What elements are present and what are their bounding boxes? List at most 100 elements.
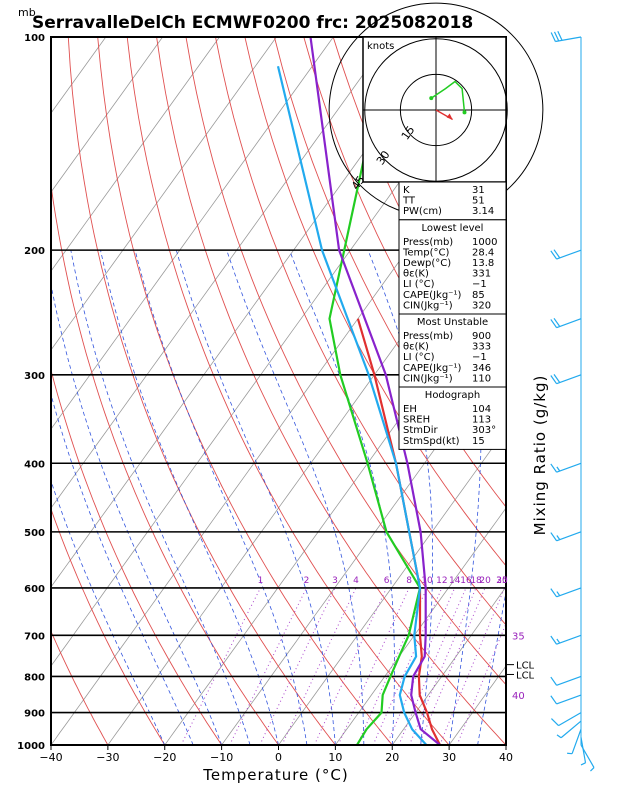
dry-adiabat: [215, 37, 506, 626]
mixing-ratio-line: [259, 587, 336, 745]
isotherm: [391, 586, 506, 745]
index-name: CIN(Jkg⁻¹): [403, 300, 453, 311]
moist-adiabat: [70, 250, 251, 745]
pressure-tick-label: 700: [24, 631, 45, 642]
wind-barb: [550, 694, 582, 705]
index-name: StmSpd(kt): [403, 436, 460, 447]
index-name: SREH: [403, 415, 430, 426]
wind-barb: [550, 531, 582, 542]
isotherm: [278, 428, 506, 745]
isotherm: [51, 37, 448, 588]
x-tick-label: −30: [96, 751, 119, 764]
x-tick-label: −10: [210, 751, 233, 764]
isotherm: [335, 507, 506, 745]
index-name: EH: [403, 404, 417, 415]
index-value: 85: [472, 290, 485, 301]
mixing-ratio-label: 10: [421, 576, 433, 586]
x-tick-label: 10: [328, 751, 342, 764]
chart-title: SerravalleDelCh ECMWF0200 frc: 202508201…: [32, 13, 473, 33]
index-value: 13.8: [472, 258, 494, 269]
mixing-ratio-label: 20: [479, 576, 491, 586]
wind-barb: [550, 31, 582, 43]
index-name: θε(K): [403, 342, 429, 353]
wind-barb: [550, 634, 582, 645]
wind-barb: [550, 587, 582, 598]
moist-adiabat: [51, 283, 222, 745]
hodograph-trace: [430, 80, 466, 113]
x-tick-label: 30: [442, 751, 456, 764]
index-name: Dewp(°C): [403, 258, 451, 269]
index-name: CAPE(Jkg⁻¹): [403, 363, 461, 374]
mixing-ratio-label: 16: [460, 576, 472, 586]
index-value: 320: [472, 300, 491, 311]
unit-top: mb: [18, 6, 36, 19]
index-value: 51: [472, 196, 485, 207]
indices-box: [398, 181, 507, 221]
pressure-tick-label: 100: [24, 33, 45, 44]
index-name: CIN(Jkg⁻¹): [403, 373, 453, 384]
isotherm: [51, 37, 107, 114]
mixing-ratio-label: 6: [384, 576, 390, 586]
index-name: Temp(°C): [402, 247, 450, 258]
mixing-ratio-line: [456, 622, 506, 745]
x-tick-label: 0: [275, 751, 282, 764]
wind-barb: [580, 737, 587, 766]
index-value: 1000: [472, 237, 497, 248]
index-value: 113: [472, 415, 491, 426]
index-name: Press(mb): [403, 331, 453, 342]
x-tick-label: 40: [499, 751, 513, 764]
index-value: 331: [472, 269, 491, 280]
index-value: 303°: [472, 425, 496, 436]
hodograph-point: [429, 96, 434, 101]
wind-barb: [550, 712, 582, 727]
profile-parcel: [309, 37, 441, 745]
mixing-ratio-label: 30: [496, 576, 508, 586]
index-name: LI (°C): [403, 352, 435, 363]
moist-adiabat: [51, 393, 194, 745]
mixing-ratio-line: [372, 587, 443, 745]
index-value: 31: [472, 185, 485, 196]
theta-e-label: 40: [512, 691, 525, 702]
wind-barbs: [550, 31, 595, 772]
mixing-ratio-line: [281, 587, 357, 745]
mixing-ratio-label: 14: [449, 576, 461, 586]
indices-box-title: Lowest level: [422, 223, 484, 234]
indices-box-title: Most Unstable: [417, 317, 488, 328]
pressure-tick-label: 500: [24, 528, 45, 539]
hodograph-unit: knots: [367, 41, 394, 52]
pressure-tick-label: 900: [24, 709, 45, 720]
isotherm: [448, 665, 506, 745]
dry-adiabat: [273, 37, 506, 508]
isotherm: [51, 37, 505, 667]
index-value: −1: [472, 279, 487, 290]
wind-barb: [556, 720, 582, 739]
index-value: 3.14: [472, 206, 494, 217]
storm-motion-arrowhead: [446, 113, 453, 120]
wind-barb: [550, 374, 582, 385]
index-value: 110: [472, 373, 491, 384]
dry-adiabat: [126, 37, 450, 745]
mixing-ratio-label: 2: [304, 576, 310, 586]
moist-adiabat: [175, 249, 336, 745]
index-name: K: [403, 185, 410, 196]
dry-adiabat: [244, 37, 506, 567]
hodograph-point: [462, 110, 467, 115]
x-tick-label: −40: [39, 751, 62, 764]
moist-adiabat: [477, 589, 506, 745]
dry-adiabat: [569, 37, 618, 745]
moist-adiabat: [100, 250, 279, 745]
dry-adiabat: [51, 630, 109, 745]
mixing-ratio-label: 8: [406, 576, 412, 586]
pressure-tick-label: 400: [24, 459, 45, 470]
dry-adiabat: [185, 37, 506, 686]
moist-adiabat: [51, 479, 166, 745]
x-tick-label: −20: [153, 751, 176, 764]
isotherm: [51, 37, 277, 351]
x-tick-label: 20: [385, 751, 399, 764]
mixing-ratio-line: [439, 587, 506, 745]
mixing-ratio-label: Mixing Ratio (g/kg): [531, 375, 549, 536]
index-name: θε(K): [403, 269, 429, 280]
dry-adiabat: [156, 37, 506, 745]
